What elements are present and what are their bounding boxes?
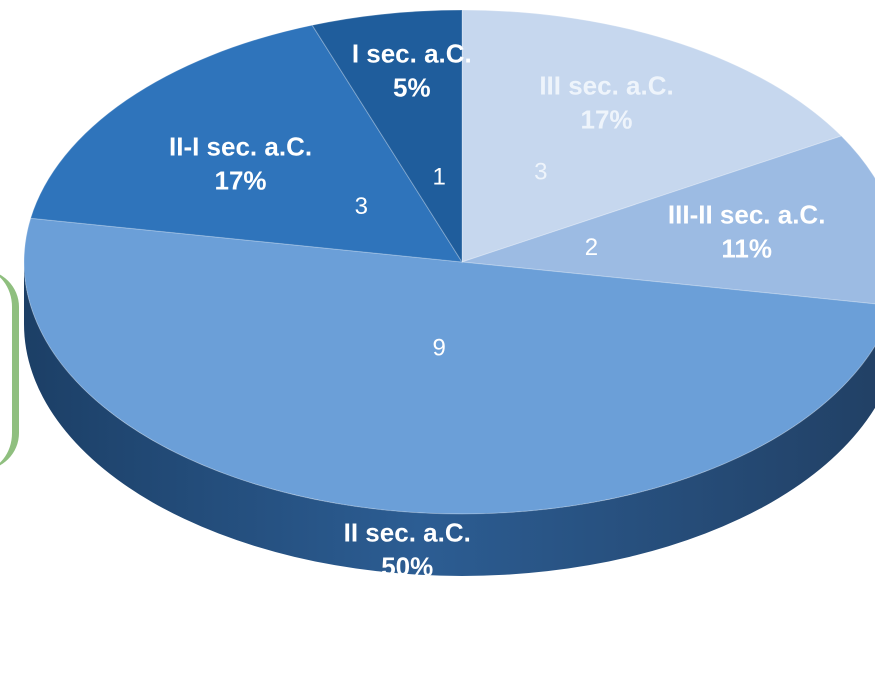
percent-label-ii-i-sec-a-c: 17%: [215, 166, 267, 196]
pie-slice-ii-i-sec-a-c: [29, 24, 463, 263]
value-label-iii-ii-sec-a-c: 2: [585, 234, 598, 261]
value-label-ii-sec-a-c: 9: [433, 335, 446, 362]
value-label-i-sec-a-c: 1: [433, 163, 446, 190]
pie-slices: [23, 9, 875, 515]
category-label-ii-sec-a-c: II sec. a.C.: [344, 517, 471, 547]
category-label-iii-ii-sec-a-c: III-II sec. a.C.: [668, 200, 826, 230]
pie-slice-ii-sec-a-c: [23, 217, 875, 515]
category-label-iii-sec-a-c: III sec. a.C.: [539, 71, 673, 101]
pie-labels: 3 III sec. a.C. 17% 2 III-II sec. a.C. 11% 9 II…: [169, 38, 825, 581]
pie-slice-iii-sec-a-c: [461, 9, 843, 263]
pie-slice-i-sec-a-c: [311, 9, 463, 264]
pie-slice-iii-ii-sec-a-c: [461, 135, 875, 305]
percent-label-i-sec-a-c: 5%: [393, 72, 431, 102]
percent-label-iii-sec-a-c: 17%: [581, 105, 633, 135]
category-label-i-sec-a-c: I sec. a.C.: [352, 38, 472, 68]
value-label-iii-sec-a-c: 3: [534, 159, 547, 186]
decorative-green-arc: [0, 270, 19, 470]
value-label-ii-i-sec-a-c: 3: [355, 193, 368, 220]
pie-side-wall: [24, 262, 875, 576]
pie-side: [24, 262, 875, 576]
category-label-ii-i-sec-a-c: II-I sec. a.C.: [169, 132, 312, 162]
percent-label-iii-ii-sec-a-c: 11%: [721, 234, 772, 264]
percent-label-ii-sec-a-c: 50%: [381, 551, 433, 581]
